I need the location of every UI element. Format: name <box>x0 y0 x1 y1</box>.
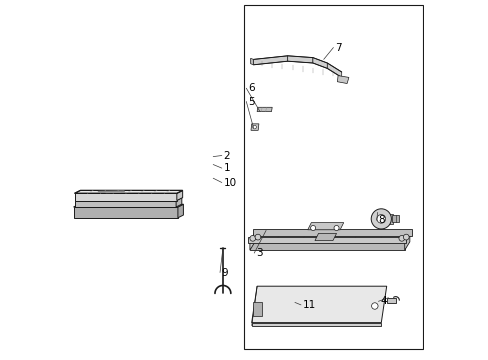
Text: 1: 1 <box>223 163 230 173</box>
Polygon shape <box>386 298 395 303</box>
Polygon shape <box>287 56 312 63</box>
Polygon shape <box>253 56 287 65</box>
Circle shape <box>371 303 377 309</box>
Polygon shape <box>253 302 261 316</box>
Polygon shape <box>251 286 257 326</box>
Polygon shape <box>75 190 183 193</box>
Circle shape <box>310 225 315 230</box>
Polygon shape <box>251 286 386 323</box>
Polygon shape <box>75 201 176 207</box>
Circle shape <box>252 125 256 129</box>
Text: 6: 6 <box>247 83 254 93</box>
Polygon shape <box>75 198 182 201</box>
Polygon shape <box>73 204 183 207</box>
Text: 10: 10 <box>223 177 236 188</box>
Text: 11: 11 <box>302 300 315 310</box>
Polygon shape <box>307 222 343 230</box>
Polygon shape <box>380 214 392 224</box>
Polygon shape <box>82 198 173 201</box>
Circle shape <box>403 234 408 240</box>
Polygon shape <box>404 233 409 250</box>
Polygon shape <box>249 233 409 241</box>
Text: 8: 8 <box>378 215 384 225</box>
Polygon shape <box>314 233 336 240</box>
Text: 4: 4 <box>380 296 386 306</box>
Polygon shape <box>249 241 404 250</box>
Text: 5: 5 <box>247 96 254 107</box>
Circle shape <box>255 234 260 240</box>
Polygon shape <box>250 124 258 130</box>
Polygon shape <box>250 58 253 65</box>
Circle shape <box>376 215 385 223</box>
Circle shape <box>370 209 390 229</box>
Text: 3: 3 <box>256 248 262 258</box>
Text: 7: 7 <box>335 42 341 53</box>
Circle shape <box>398 235 404 241</box>
Polygon shape <box>177 190 183 201</box>
Polygon shape <box>337 76 348 84</box>
Bar <box>244 5 422 349</box>
Circle shape <box>249 235 255 241</box>
Polygon shape <box>253 229 411 236</box>
Polygon shape <box>247 237 406 243</box>
Polygon shape <box>75 193 177 201</box>
Polygon shape <box>257 107 272 112</box>
Polygon shape <box>176 198 182 207</box>
Polygon shape <box>73 207 178 218</box>
Text: 2: 2 <box>223 150 230 161</box>
Polygon shape <box>178 204 183 218</box>
Polygon shape <box>391 215 399 222</box>
Polygon shape <box>326 63 341 77</box>
Polygon shape <box>312 58 326 68</box>
Polygon shape <box>251 323 381 326</box>
Polygon shape <box>249 233 255 250</box>
Text: 9: 9 <box>222 267 228 278</box>
Circle shape <box>333 225 338 230</box>
